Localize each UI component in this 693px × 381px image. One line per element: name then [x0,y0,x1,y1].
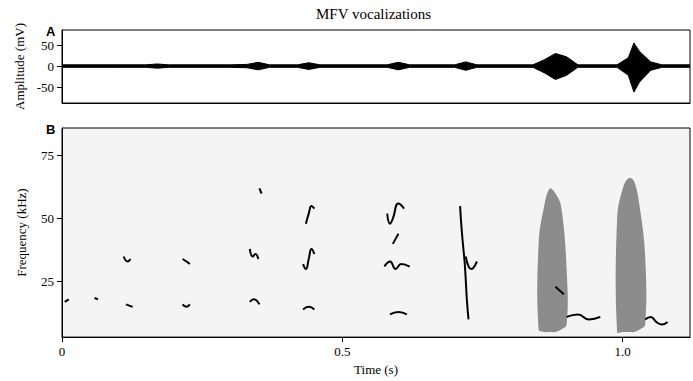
svg-text:Frequency (kHz): Frequency (kHz) [14,188,29,276]
svg-text:Time (s): Time (s) [354,362,398,377]
svg-text:-50: -50 [37,80,54,95]
svg-text:MFV vocalizations: MFV vocalizations [316,6,431,22]
svg-text:75: 75 [41,148,54,163]
svg-text:0: 0 [59,344,66,359]
svg-text:0: 0 [48,59,55,74]
svg-text:0.5: 0.5 [334,344,350,359]
svg-text:25: 25 [41,274,54,289]
svg-text:A: A [46,24,56,39]
svg-text:50: 50 [41,211,54,226]
svg-text:50: 50 [41,38,54,53]
svg-text:1.0: 1.0 [615,344,631,359]
svg-text:B: B [46,122,55,137]
svg-text:Amplitude (mV): Amplitude (mV) [12,23,27,110]
